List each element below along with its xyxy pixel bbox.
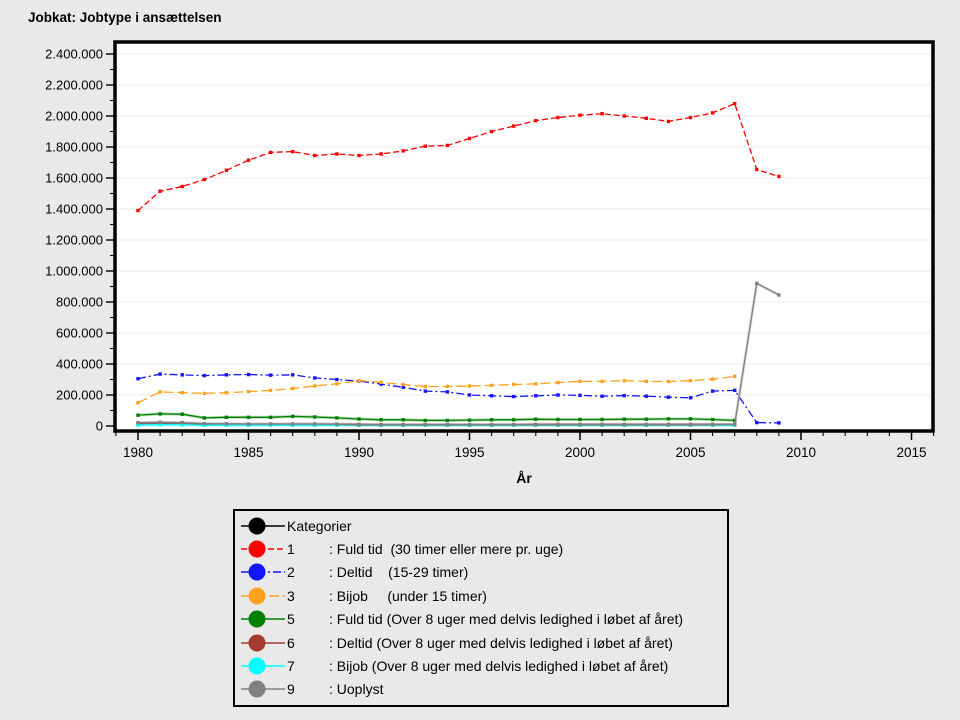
legend-key-label: 7 [287, 658, 295, 675]
svg-text:2.200.000: 2.200.000 [45, 78, 103, 93]
svg-text:2000: 2000 [565, 445, 595, 460]
legend-marker-icon [241, 680, 285, 698]
legend-marker-icon [241, 540, 285, 558]
legend-row: 1 : Fuld tid (30 timer eller mere pr. uge… [241, 537, 721, 560]
svg-text:1.600.000: 1.600.000 [45, 171, 103, 186]
line-chart: 0 200.000 400.000 600.000 800.000 1.000.000 1.… [45, 40, 935, 486]
svg-text:400.000: 400.000 [56, 357, 103, 372]
svg-text:600.000: 600.000 [56, 326, 103, 341]
svg-text:200.000: 200.000 [56, 388, 103, 403]
legend-desc-label: : Bijob (Over 8 uger med delvis ledighed… [329, 658, 669, 675]
svg-text:800.000: 800.000 [56, 295, 103, 310]
legend-row: 3 : Bijob (under 15 timer) [241, 584, 721, 607]
legend-key-label: 2 [287, 564, 295, 581]
legend-marker-icon [241, 610, 285, 628]
svg-text:1985: 1985 [233, 445, 263, 460]
svg-text:1.200.000: 1.200.000 [45, 233, 103, 248]
svg-text:1995: 1995 [454, 445, 484, 460]
svg-text:1980: 1980 [123, 445, 153, 460]
legend-desc-label: : Deltid (15-29 timer) [329, 564, 469, 581]
svg-text:1.000.000: 1.000.000 [45, 264, 103, 279]
legend-marker-icon [241, 657, 285, 675]
svg-text:1.800.000: 1.800.000 [45, 140, 103, 155]
legend-marker-icon [241, 587, 285, 605]
legend-row: 7 : Bijob (Over 8 uger med delvis ledighe… [241, 654, 721, 677]
legend-box: Kategorier 1 : Fuld tid (30 timer eller me… [233, 509, 729, 708]
legend-desc-label: : Uoplyst [329, 681, 384, 698]
legend-row: 9 : Uoplyst [241, 678, 721, 701]
legend-desc-label: : Deltid (Over 8 uger med delvis ledighe… [329, 634, 673, 651]
legend-key-label: 5 [287, 611, 295, 628]
legend-marker-icon [241, 563, 285, 581]
legend-row: 2 : Deltid (15-29 timer) [241, 561, 721, 584]
legend-row: Kategorier [241, 514, 721, 537]
svg-text:0: 0 [96, 419, 103, 434]
svg-text:År: År [516, 470, 532, 486]
legend-marker-icon [241, 517, 285, 535]
legend-desc-label: : Fuld tid (Over 8 uger med delvis ledig… [329, 611, 684, 628]
legend-row: 5 : Fuld tid (Over 8 uger med delvis ledi… [241, 608, 721, 631]
svg-text:2.000.000: 2.000.000 [45, 109, 103, 124]
legend-desc-label: : Bijob (under 15 timer) [329, 587, 487, 604]
legend-desc-label: : Fuld tid (30 timer eller mere pr. uge) [329, 541, 564, 558]
page-title: Jobkat: Jobtype i ansættelsen [28, 10, 222, 25]
svg-text:2005: 2005 [675, 445, 705, 460]
svg-text:1990: 1990 [344, 445, 374, 460]
legend-key-label: 9 [287, 681, 295, 698]
legend-marker-icon [241, 634, 285, 652]
svg-text:2015: 2015 [896, 445, 926, 460]
legend-row: 6 : Deltid (Over 8 uger med delvis ledigh… [241, 631, 721, 654]
legend-key-label: 3 [287, 587, 295, 604]
legend-key-label: 6 [287, 634, 295, 651]
svg-text:2010: 2010 [786, 445, 816, 460]
legend-key-label: Kategorier [287, 517, 352, 534]
legend-key-label: 1 [287, 541, 295, 558]
svg-text:2.400.000: 2.400.000 [45, 47, 103, 62]
svg-text:1.400.000: 1.400.000 [45, 202, 103, 217]
